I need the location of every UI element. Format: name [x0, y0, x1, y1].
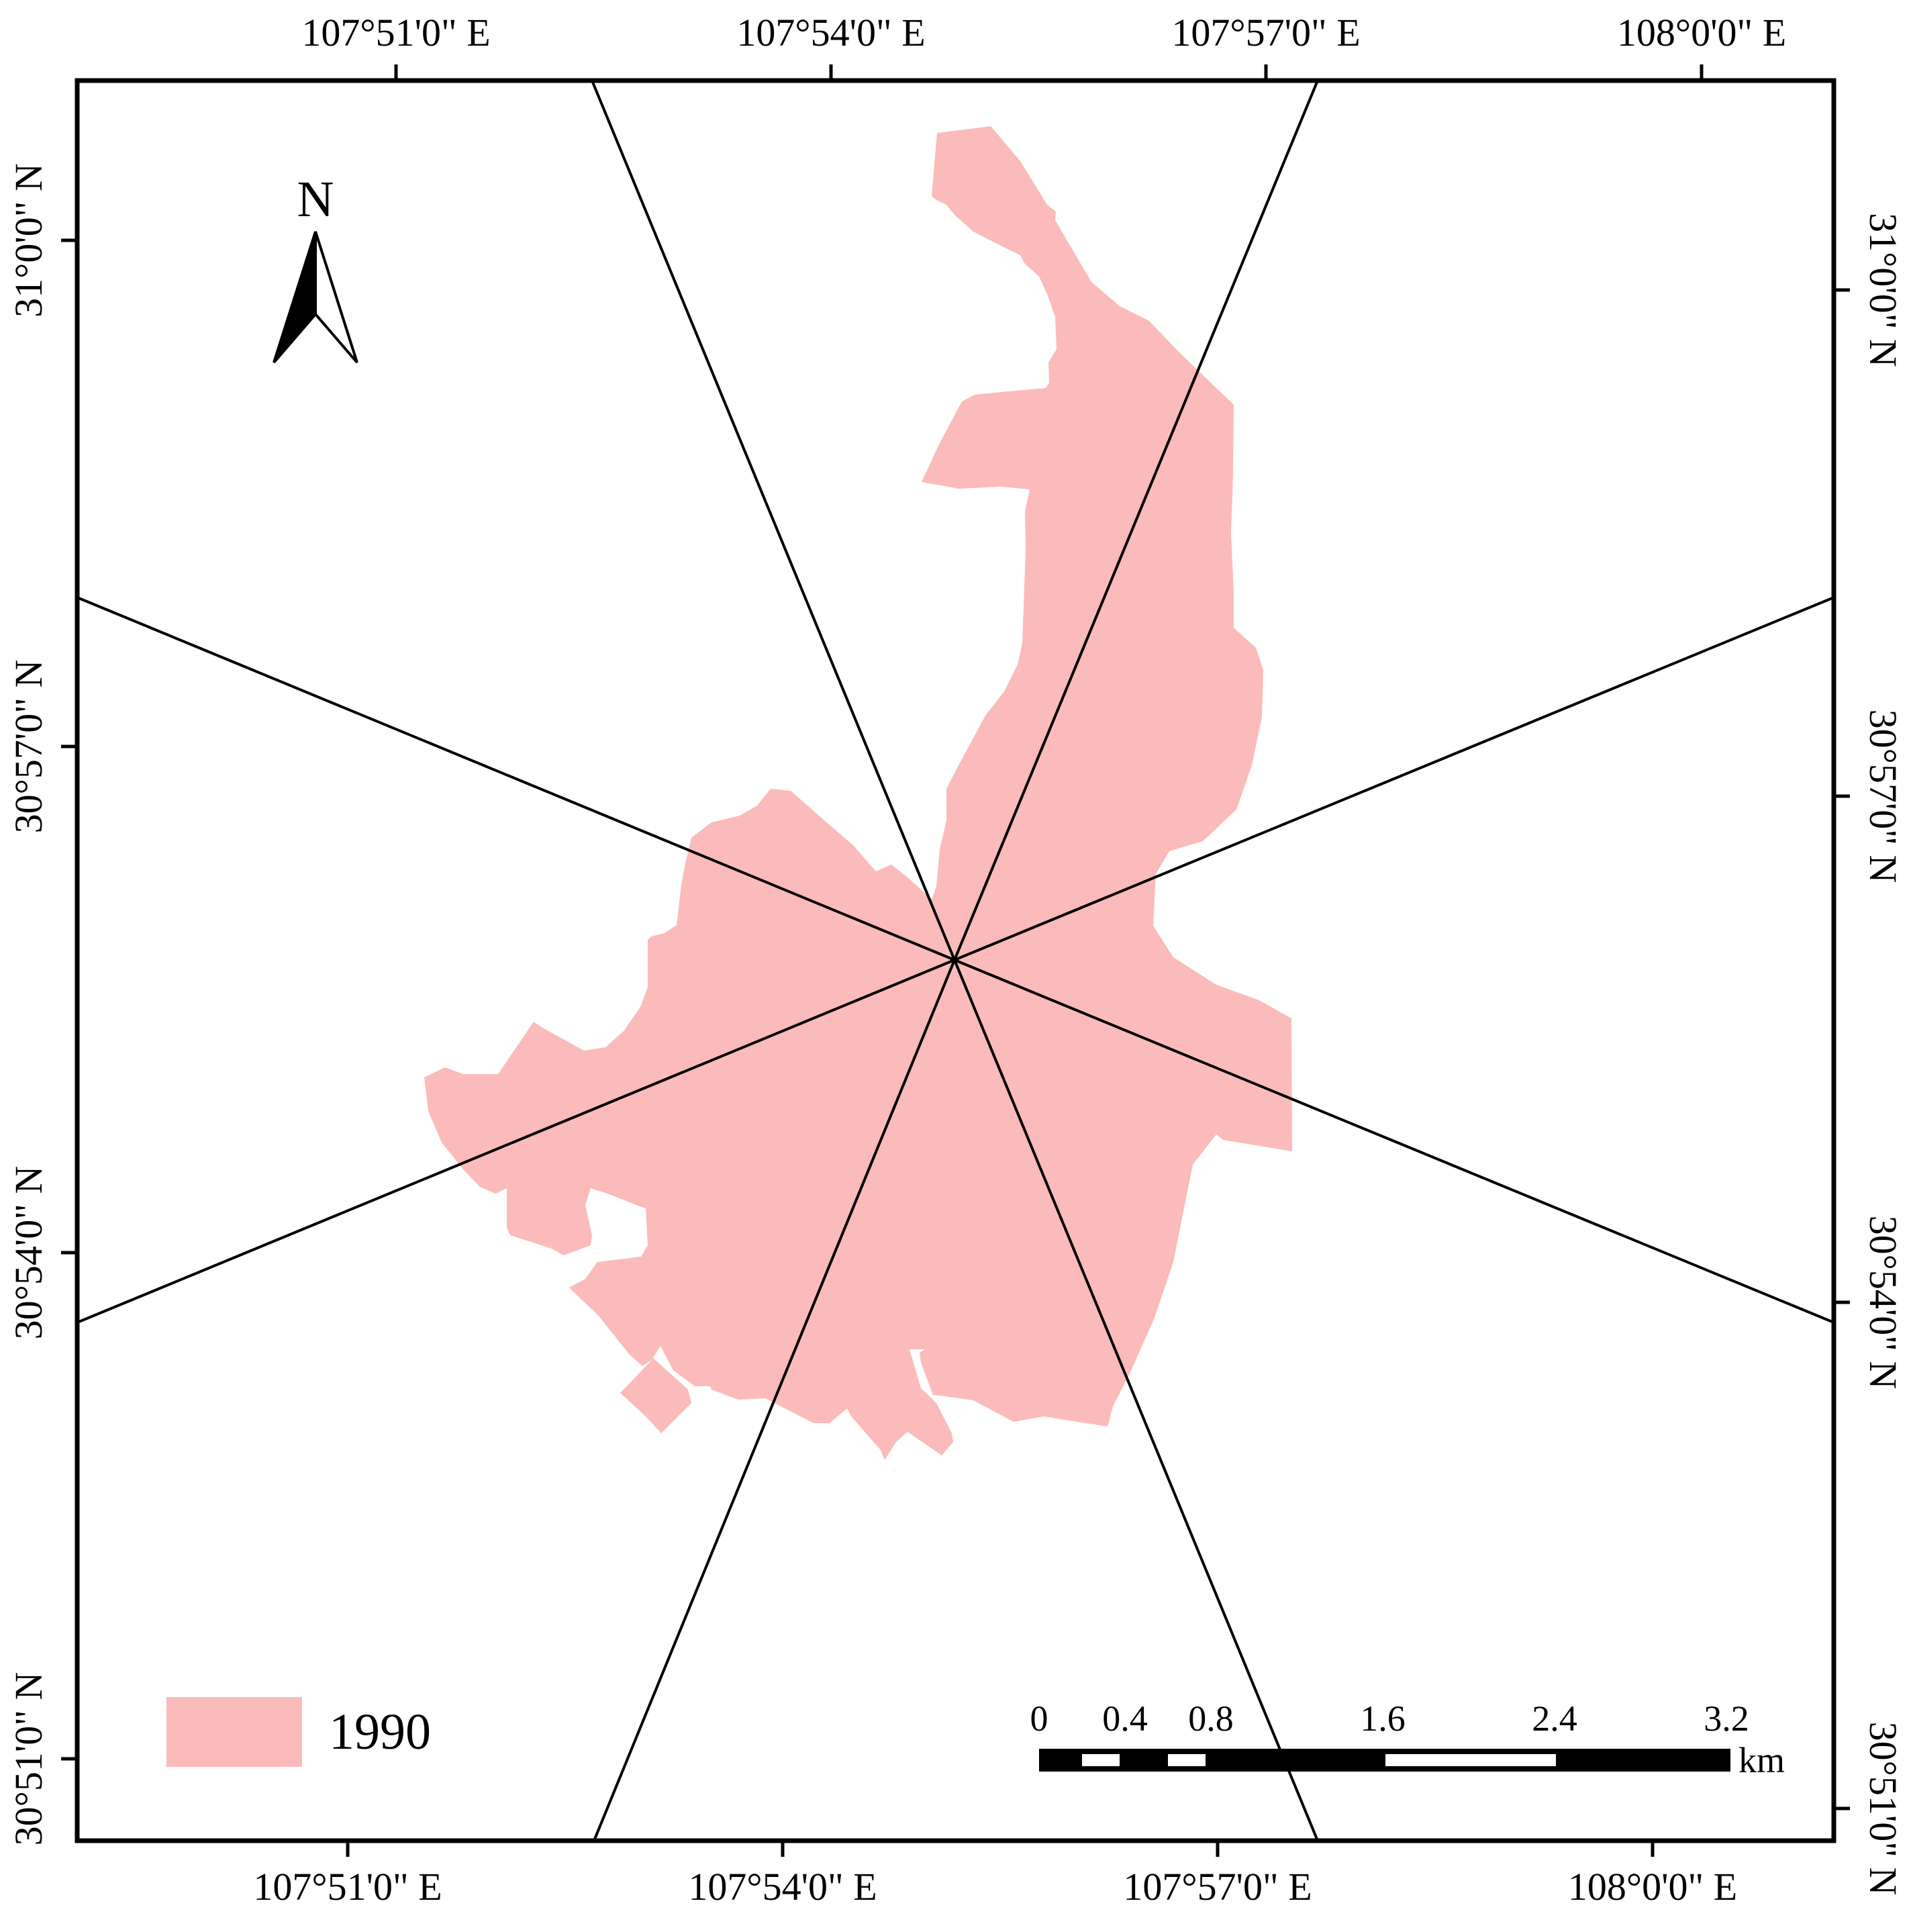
sector-line-nnw [591, 80, 956, 961]
scale-tick: 2.4 [1532, 1698, 1577, 1739]
lon-label-top: 107°51'0" E [301, 11, 490, 54]
lon-label-bottom: 107°54'0" E [688, 1865, 877, 1909]
lat-label-right: 31°0'0" N [1861, 213, 1905, 367]
lat-label-left: 30°57'0" N [7, 660, 50, 834]
lon-label-bottom: 108°0'0" E [1568, 1865, 1737, 1909]
sector-line-sse [953, 959, 1319, 1841]
scale-bar: 0 0.4 0.8 1.6 2.4 3.2 km [1030, 1698, 1785, 1780]
lon-label-top: 107°54'0" E [736, 11, 925, 54]
left-latitude-labels: 31°0'0" N 30°57'0" N 30°54'0" N 30°51'0"… [7, 163, 50, 1845]
sector-line-ene [954, 596, 1834, 961]
lon-label-top: 108°0'0" E [1617, 11, 1786, 54]
graticule-ticks [61, 64, 1850, 1857]
north-arrow-icon [273, 231, 358, 364]
scale-tick: 1.6 [1360, 1698, 1406, 1739]
right-latitude-labels: 31°0'0" N 30°57'0" N 30°54'0" N 30°51'0"… [1861, 213, 1905, 1895]
scale-tick: 0.4 [1102, 1698, 1148, 1739]
lat-label-right: 30°51'0" N [1861, 1722, 1905, 1896]
lon-label-bottom: 107°57'0" E [1123, 1865, 1312, 1909]
lon-label-top: 107°57'0" E [1171, 11, 1360, 54]
radial-sector-lines [77, 80, 1834, 1841]
scale-tick: 0 [1030, 1698, 1048, 1739]
sector-line-ese [954, 959, 1834, 1324]
map-frame [75, 78, 1836, 1843]
sector-line-wsw [77, 959, 955, 1324]
lat-label-right: 30°57'0" N [1861, 710, 1905, 883]
north-arrow: N [273, 171, 358, 364]
lat-label-right: 30°54'0" N [1861, 1216, 1905, 1390]
legend-label: 1990 [329, 1704, 431, 1760]
lon-label-bottom: 107°51'0" E [253, 1865, 442, 1909]
bottom-longitude-labels: 107°51'0" E 107°54'0" E 107°57'0" E 108°… [253, 1865, 1737, 1909]
sector-line-wnw [77, 596, 955, 961]
lat-label-left: 30°54'0" N [7, 1166, 50, 1340]
scale-tick: 0.8 [1188, 1698, 1234, 1739]
scale-tick: 3.2 [1704, 1698, 1749, 1739]
urban-area-1990 [424, 126, 1292, 1460]
lat-label-left: 30°51'0" N [7, 1672, 50, 1846]
sector-line-nne [953, 80, 1319, 961]
legend-swatch-1990 [166, 1697, 302, 1767]
scale-unit: km [1738, 1740, 1785, 1780]
north-arrow-label: N [297, 171, 334, 228]
legend: 1990 [166, 1697, 431, 1767]
top-longitude-labels: 107°51'0" E 107°54'0" E 107°57'0" E 108°… [301, 11, 1786, 54]
sector-line-ssw [593, 959, 956, 1841]
lat-label-left: 31°0'0" N [7, 163, 50, 318]
